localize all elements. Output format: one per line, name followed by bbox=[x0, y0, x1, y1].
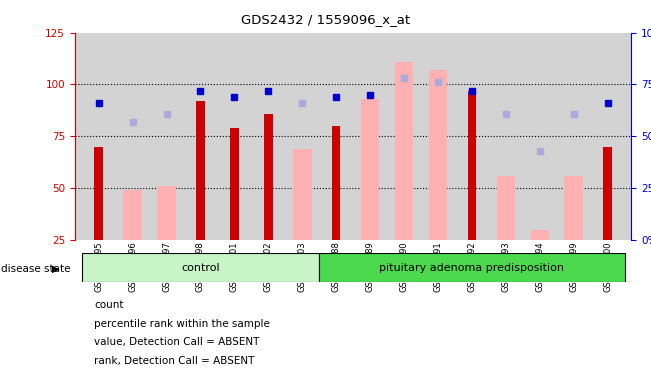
Text: disease state: disease state bbox=[1, 264, 71, 274]
Text: ▶: ▶ bbox=[52, 264, 60, 274]
Text: GDS2432 / 1559096_x_at: GDS2432 / 1559096_x_at bbox=[241, 13, 410, 26]
Bar bbox=[123, 190, 142, 240]
Text: control: control bbox=[181, 263, 220, 273]
Bar bbox=[293, 149, 312, 240]
Text: rank, Detection Call = ABSENT: rank, Detection Call = ABSENT bbox=[94, 356, 255, 366]
Bar bbox=[230, 128, 239, 240]
Bar bbox=[531, 230, 549, 240]
Bar bbox=[497, 176, 515, 240]
Bar bbox=[428, 70, 447, 240]
Bar bbox=[81, 253, 319, 282]
Bar bbox=[361, 99, 380, 240]
Bar bbox=[264, 114, 273, 240]
Text: pituitary adenoma predisposition: pituitary adenoma predisposition bbox=[380, 263, 564, 273]
Bar bbox=[94, 147, 103, 240]
Text: value, Detection Call = ABSENT: value, Detection Call = ABSENT bbox=[94, 337, 260, 347]
Bar bbox=[395, 62, 413, 240]
Text: count: count bbox=[94, 300, 124, 310]
Bar bbox=[467, 91, 476, 240]
Bar bbox=[157, 186, 176, 240]
Bar bbox=[319, 253, 625, 282]
Bar bbox=[196, 101, 204, 240]
Bar bbox=[564, 176, 583, 240]
Text: percentile rank within the sample: percentile rank within the sample bbox=[94, 319, 270, 329]
Bar bbox=[332, 126, 340, 240]
Bar bbox=[603, 147, 612, 240]
